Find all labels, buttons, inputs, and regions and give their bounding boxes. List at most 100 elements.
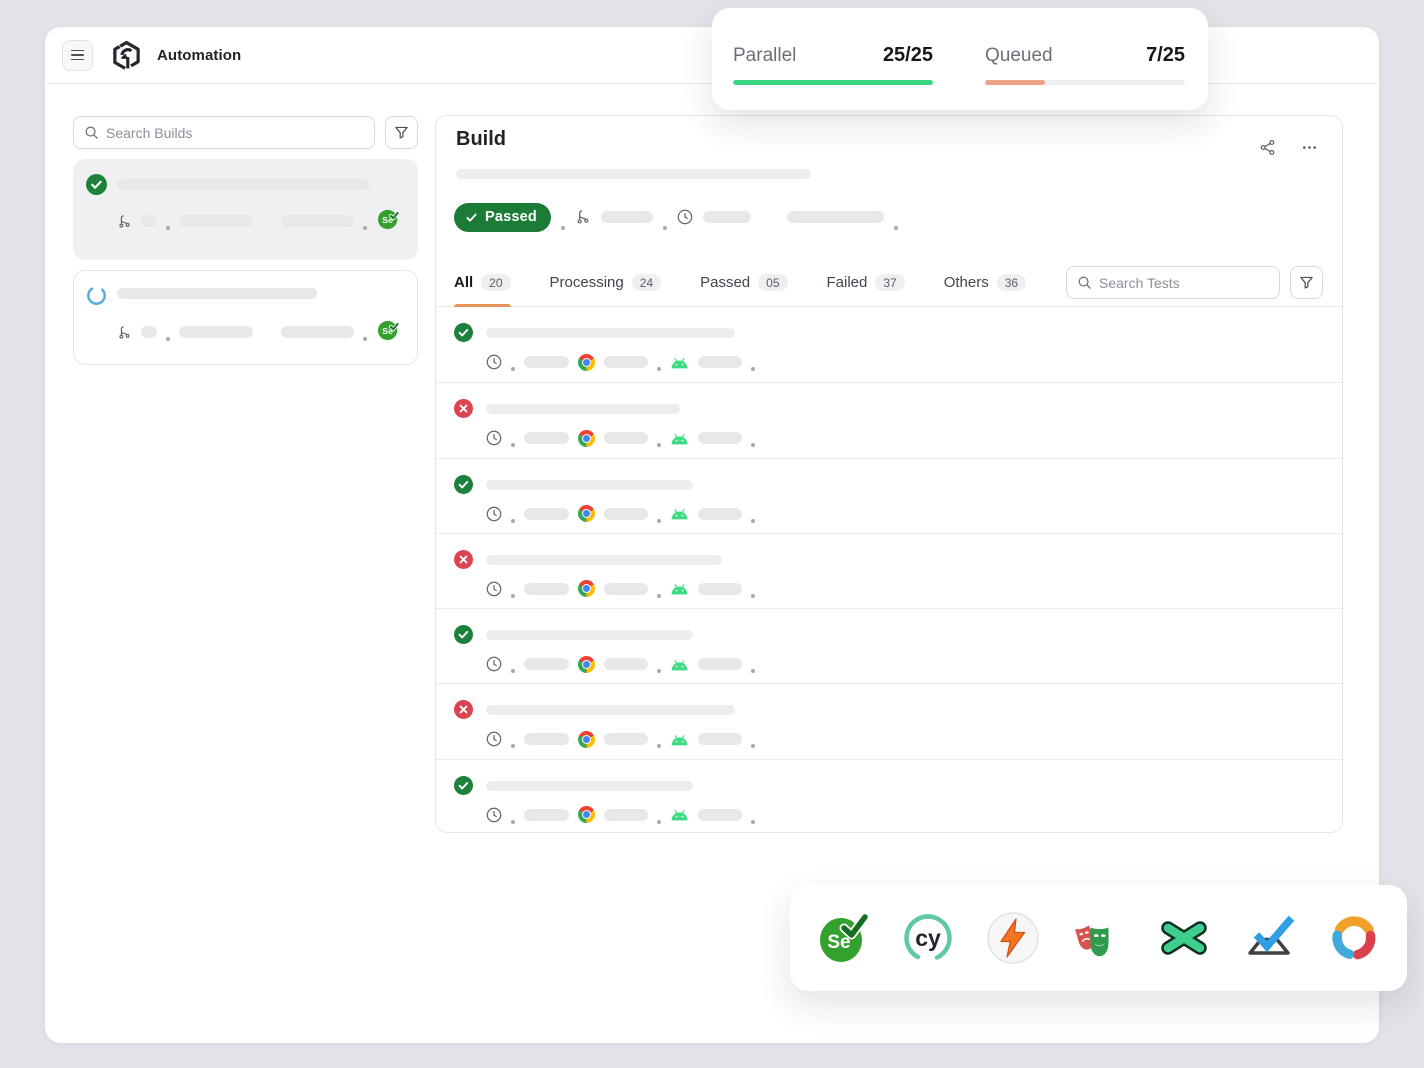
ellipsis-icon bbox=[1302, 145, 1316, 149]
test-passed-icon bbox=[454, 323, 473, 342]
test-passed-icon bbox=[454, 474, 473, 494]
branch-tree-icon bbox=[117, 325, 132, 340]
dot-separator bbox=[166, 226, 170, 230]
meta-skeleton bbox=[698, 658, 742, 671]
meta-skeleton bbox=[604, 582, 648, 595]
search-icon bbox=[84, 125, 99, 140]
meta-skeleton bbox=[604, 356, 648, 368]
meta-skeleton bbox=[524, 808, 569, 821]
build-card[interactable]: Se bbox=[73, 270, 418, 365]
meta-skeleton bbox=[524, 432, 569, 445]
meta-skeleton bbox=[601, 211, 653, 223]
android-icon bbox=[670, 507, 689, 520]
tabs: All 20 Processing 24 Passed 05 Failed 37… bbox=[454, 259, 1027, 307]
dot-separator bbox=[511, 669, 515, 674]
android-icon bbox=[670, 356, 689, 369]
clock-icon bbox=[486, 581, 502, 597]
automation-product-logo-icon bbox=[111, 40, 142, 71]
chrome-icon bbox=[578, 655, 595, 673]
builds-filter-button[interactable] bbox=[385, 116, 418, 149]
concurrency-summary-card: Parallel 25/25 Queued 7/25 bbox=[712, 8, 1208, 110]
meta-skeleton bbox=[703, 211, 751, 223]
build-header: Build Passed bbox=[436, 116, 1342, 259]
dot-separator bbox=[511, 518, 515, 523]
dot-separator bbox=[657, 744, 661, 749]
test-row[interactable] bbox=[436, 457, 1342, 533]
tests-filter-button[interactable] bbox=[1290, 266, 1323, 299]
branch-tree-icon bbox=[575, 209, 591, 225]
meta-skeleton bbox=[604, 507, 648, 520]
tab-label: Processing bbox=[549, 274, 624, 291]
color-swirl-logo-icon bbox=[1327, 911, 1381, 965]
test-title-skeleton bbox=[486, 630, 693, 641]
svg-text:cy: cy bbox=[915, 925, 941, 951]
test-row[interactable] bbox=[436, 683, 1342, 758]
chrome-icon bbox=[578, 505, 595, 523]
test-passed-icon bbox=[454, 625, 473, 645]
test-failed-icon bbox=[454, 549, 473, 569]
chrome-icon bbox=[578, 353, 595, 371]
hamburger-menu-button[interactable] bbox=[62, 39, 93, 71]
meta-skeleton bbox=[698, 432, 742, 445]
dot-separator bbox=[657, 518, 661, 523]
dot-separator bbox=[511, 367, 515, 371]
test-row[interactable] bbox=[436, 758, 1342, 834]
tab[interactable]: Failed 37 bbox=[827, 259, 905, 306]
dot-separator bbox=[751, 819, 755, 824]
build-description-skeleton bbox=[456, 169, 811, 179]
meta-skeleton bbox=[604, 658, 648, 671]
meta-skeleton bbox=[281, 326, 354, 338]
svg-text:Se: Se bbox=[382, 325, 393, 335]
playwright-logo-icon bbox=[1071, 911, 1125, 965]
parallel-label: Parallel bbox=[733, 45, 797, 66]
test-row[interactable] bbox=[436, 382, 1342, 457]
search-tests-box bbox=[1066, 266, 1280, 299]
testcafe-logo-icon bbox=[1242, 911, 1296, 965]
tab-count-badge: 37 bbox=[875, 274, 905, 291]
share-button[interactable] bbox=[1254, 134, 1280, 160]
test-row[interactable] bbox=[436, 608, 1342, 683]
tab-count-badge: 24 bbox=[631, 274, 662, 291]
tab[interactable]: Processing 24 bbox=[550, 259, 662, 306]
selenium-logo-icon: Se bbox=[816, 911, 870, 965]
dot-separator bbox=[657, 819, 661, 824]
test-title-skeleton bbox=[486, 328, 735, 338]
search-builds-input[interactable] bbox=[106, 124, 364, 141]
meta-skeleton bbox=[281, 215, 354, 227]
android-icon bbox=[670, 432, 689, 445]
android-icon bbox=[670, 733, 689, 746]
dot-separator bbox=[511, 593, 515, 598]
parallel-metric: Parallel 25/25 bbox=[733, 44, 933, 110]
tab-label: Passed bbox=[700, 274, 751, 291]
more-options-button[interactable] bbox=[1296, 134, 1322, 160]
test-row[interactable] bbox=[436, 307, 1342, 382]
queued-label: Queued bbox=[985, 45, 1053, 66]
clock-icon bbox=[486, 506, 502, 522]
filter-funnel-icon bbox=[395, 126, 408, 139]
search-builds-box bbox=[73, 116, 375, 149]
build-card[interactable]: Se bbox=[73, 159, 418, 260]
queued-metric: Queued 7/25 bbox=[985, 44, 1185, 110]
meta-skeleton bbox=[179, 326, 253, 338]
android-icon bbox=[670, 582, 689, 595]
lightning-bolt-logo-icon bbox=[986, 911, 1040, 965]
tab[interactable]: Passed 05 bbox=[700, 259, 788, 306]
build-passed-icon bbox=[86, 174, 107, 195]
meta-skeleton bbox=[698, 733, 742, 746]
chrome-icon bbox=[578, 730, 595, 748]
search-tests-input[interactable] bbox=[1099, 274, 1269, 291]
tab[interactable]: All 20 bbox=[454, 259, 511, 307]
test-row[interactable] bbox=[436, 532, 1342, 608]
clock-icon bbox=[486, 656, 502, 672]
meta-skeleton bbox=[141, 326, 157, 338]
test-failed-icon bbox=[454, 700, 473, 720]
chrome-icon bbox=[578, 580, 595, 598]
build-panel-title: Build bbox=[456, 128, 506, 150]
tab-count-badge: 05 bbox=[758, 274, 788, 291]
meta-skeleton bbox=[698, 356, 742, 368]
tab[interactable]: Others 36 bbox=[944, 259, 1027, 306]
meta-skeleton bbox=[604, 808, 648, 821]
builds-list: Se Se bbox=[73, 159, 418, 365]
test-passed-icon bbox=[454, 775, 473, 795]
meta-skeleton bbox=[141, 215, 157, 227]
